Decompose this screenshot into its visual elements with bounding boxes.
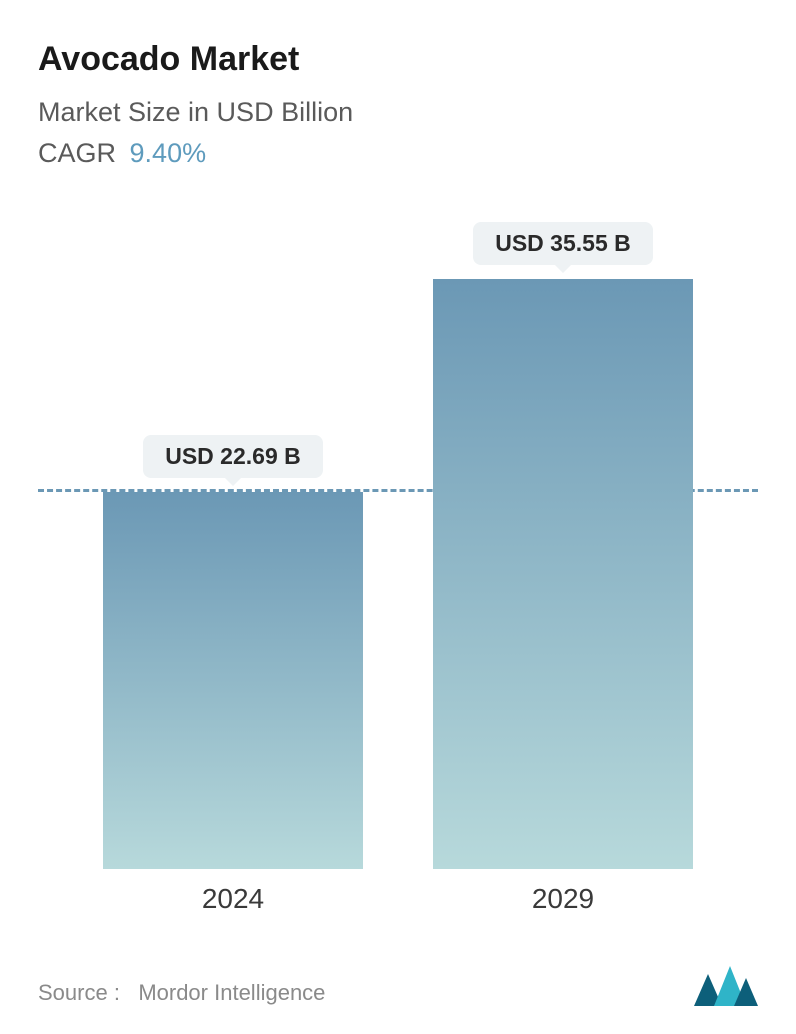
cagr-value: 9.40%: [130, 138, 207, 168]
x-axis: 2024 2029: [38, 883, 758, 915]
bar-group: USD 22.69 B: [103, 435, 363, 869]
source-attribution: Source : Mordor Intelligence: [38, 980, 325, 1006]
chart-footer: Source : Mordor Intelligence: [38, 966, 758, 1006]
bars-container: USD 22.69 B USD 35.55 B: [38, 219, 758, 869]
bar: [433, 279, 693, 869]
source-label: Source :: [38, 980, 120, 1005]
chart-plot-area: USD 22.69 B USD 35.55 B: [38, 219, 758, 869]
source-name: Mordor Intelligence: [138, 980, 325, 1005]
bar-group: USD 35.55 B: [433, 222, 693, 869]
brand-logo-icon: [694, 966, 758, 1006]
chart-subtitle: Market Size in USD Billion: [38, 97, 758, 128]
cagr-row: CAGR 9.40%: [38, 138, 758, 169]
bar: [103, 492, 363, 869]
cagr-label: CAGR: [38, 138, 116, 168]
chart-title: Avocado Market: [38, 40, 758, 79]
x-axis-label: 2024: [103, 883, 363, 915]
bar-value-label: USD 22.69 B: [143, 435, 323, 478]
bar-value-label: USD 35.55 B: [473, 222, 653, 265]
x-axis-label: 2029: [433, 883, 693, 915]
